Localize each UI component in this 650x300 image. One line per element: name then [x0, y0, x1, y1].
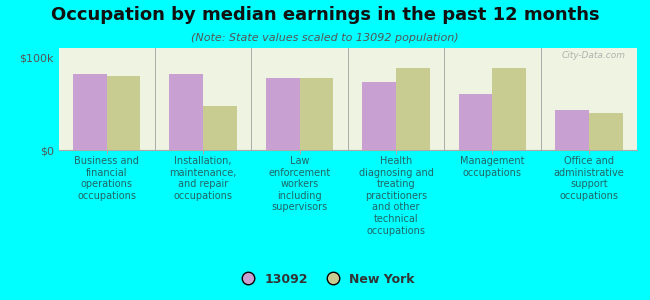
Text: City-Data.com: City-Data.com	[562, 51, 625, 60]
Text: (Note: State values scaled to 13092 population): (Note: State values scaled to 13092 popu…	[191, 33, 459, 43]
Bar	[555, 110, 589, 150]
Bar	[459, 94, 493, 150]
Bar	[396, 68, 430, 150]
Bar	[362, 82, 396, 150]
Bar	[589, 113, 623, 150]
Bar	[107, 76, 140, 150]
Bar	[266, 78, 300, 150]
Bar	[300, 78, 333, 150]
Text: Installation,
maintenance,
and repair
occupations: Installation, maintenance, and repair oc…	[170, 156, 237, 201]
Text: Business and
financial
operations
occupations: Business and financial operations occupa…	[74, 156, 139, 201]
Bar	[203, 106, 237, 150]
Bar	[170, 74, 203, 150]
Text: Occupation by median earnings in the past 12 months: Occupation by median earnings in the pas…	[51, 6, 599, 24]
Bar	[73, 74, 107, 150]
Text: Office and
administrative
support
occupations: Office and administrative support occupa…	[553, 156, 624, 201]
Text: Law
enforcement
workers
including
supervisors: Law enforcement workers including superv…	[268, 156, 331, 212]
Bar	[493, 68, 526, 150]
Text: Management
occupations: Management occupations	[460, 156, 525, 178]
Text: Health
diagnosing and
treating
practitioners
and other
technical
occupations: Health diagnosing and treating practitio…	[359, 156, 434, 236]
Legend: 13092, New York: 13092, New York	[231, 268, 419, 291]
